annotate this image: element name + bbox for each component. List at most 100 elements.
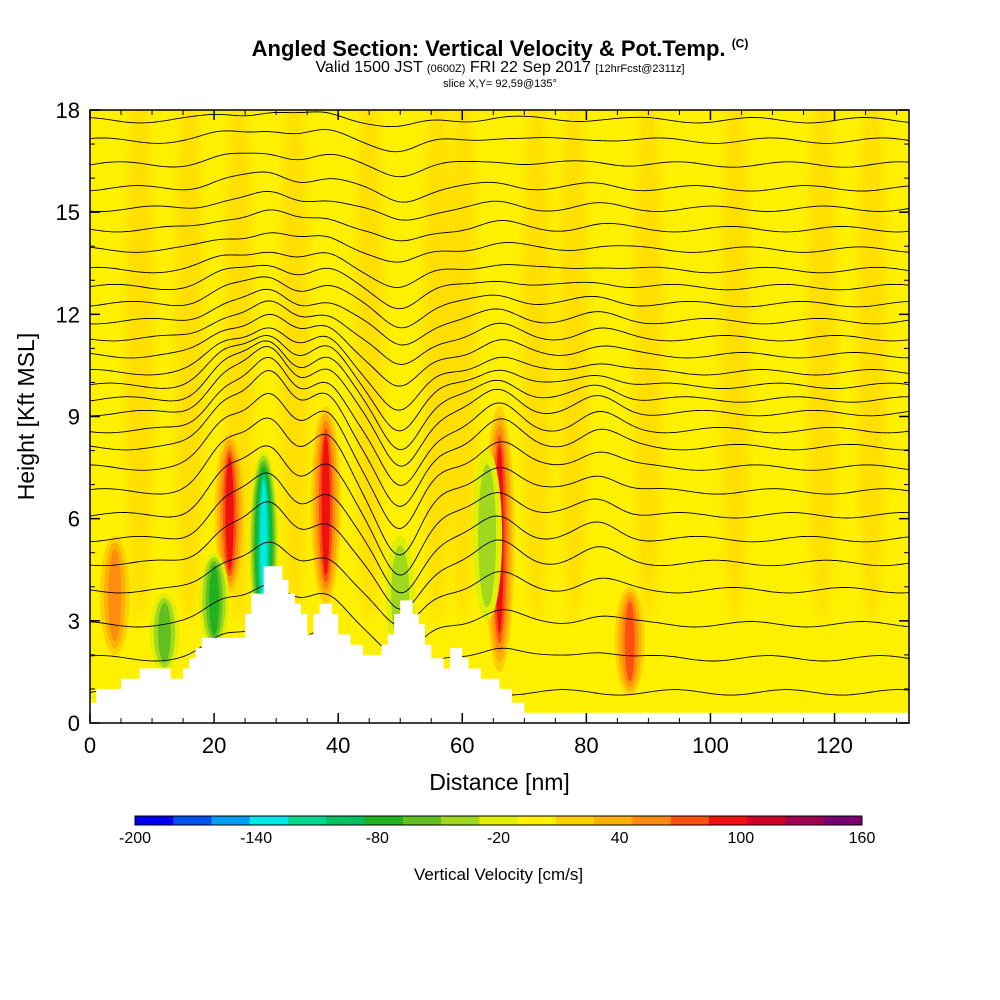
updraft-cell-level	[321, 435, 330, 576]
isentrope-line	[90, 251, 909, 288]
colorbar-tick-label: 40	[611, 830, 629, 847]
isentrope-line	[90, 340, 909, 451]
downdraft-cell-level	[478, 464, 497, 608]
updraft-cell-level	[624, 601, 635, 682]
colorbar-tick-label: 160	[849, 830, 876, 847]
colorbar-swatch	[135, 816, 174, 825]
downdraft-cell-level	[158, 602, 171, 663]
y-tick-label: 3	[68, 609, 80, 634]
x-tick-label: 40	[326, 733, 350, 758]
colorbar-swatch	[211, 816, 251, 825]
x-tick-label: 0	[84, 733, 96, 758]
isentrope-line	[90, 129, 909, 153]
isentrope-line	[90, 356, 909, 486]
colorbar-swatch	[326, 816, 366, 825]
y-tick-label: 12	[56, 302, 80, 327]
isentrope-line	[90, 584, 909, 657]
colorbar-label: Vertical Velocity [cm/s]	[414, 865, 583, 884]
colorbar-swatch	[441, 816, 480, 825]
isentrope-line	[90, 300, 909, 365]
isentrope-line	[90, 472, 909, 594]
colorbar-swatch	[402, 816, 442, 825]
field-band	[125, 110, 154, 625]
colorbar-swatch	[249, 816, 289, 825]
downdraft-cell	[472, 450, 503, 621]
y-tick-label: 0	[68, 711, 80, 736]
field-band	[448, 110, 477, 625]
slice-info: slice X,Y= 92,59@135°	[443, 78, 557, 90]
x-tick-label: 80	[574, 733, 598, 758]
field-band	[857, 110, 886, 625]
downdraft-cell-level	[209, 565, 220, 636]
isentrope-line	[90, 264, 909, 310]
colorbar-tick-label: 100	[727, 830, 754, 847]
colorbar-swatch	[670, 816, 710, 825]
isentrope-line	[90, 334, 909, 432]
colorbar-tick-label: -140	[240, 830, 272, 847]
colorbar-swatch	[747, 816, 786, 825]
colorbar-swatch	[823, 816, 863, 825]
colorbar: -200 -140 -80 -20 40 100 160 Vertical Velocity …	[119, 815, 876, 884]
isentrope-line	[90, 111, 909, 128]
colorbar-swatch	[594, 816, 633, 825]
updraft-cell	[99, 535, 130, 655]
isentrope-line	[90, 209, 909, 242]
updraft-cell	[310, 406, 341, 604]
y-tick-label: 9	[68, 405, 80, 430]
updraft-cell-level	[225, 456, 234, 571]
colorbar-tick-label: -80	[366, 830, 389, 847]
valid-time: Valid 1500 JST (0600Z) FRI 22 Sep 2017 […	[315, 59, 685, 76]
isentrope-line	[90, 541, 909, 627]
isentrope-line	[90, 393, 909, 529]
downdraft-cell	[149, 593, 180, 672]
colorbar-swatch	[517, 816, 557, 825]
isentrope-line	[90, 370, 909, 507]
colorbar-swatch	[555, 816, 595, 825]
x-tick-label: 120	[816, 733, 853, 758]
isentrope-line	[90, 327, 909, 411]
plot-area	[90, 110, 909, 723]
colorbar-swatch	[288, 816, 327, 825]
y-tick-label: 18	[56, 98, 80, 123]
y-tick-label: 6	[68, 507, 80, 532]
isentrope-line	[90, 501, 909, 610]
colorbar-frame	[134, 815, 863, 826]
terrain	[90, 566, 909, 723]
isentrope-line	[90, 345, 909, 467]
field-band	[808, 110, 837, 625]
colorbar-swatch	[479, 816, 519, 825]
axes: 0 20 40 60 80 100 120 0 3 6 9 12 15 18 Distance [nm] He…	[13, 98, 910, 795]
colorbar-swatch	[708, 816, 748, 825]
updraft-cell	[614, 586, 645, 696]
field-band	[175, 110, 204, 625]
colorbar-tick-label: -200	[119, 830, 151, 847]
isentrope-line	[90, 417, 909, 556]
field-band	[423, 110, 452, 625]
isentrope-line	[90, 625, 909, 689]
updraft-cell	[214, 433, 245, 594]
field-band	[280, 110, 309, 625]
colorbar-swatch	[785, 816, 825, 825]
isentrope-line	[90, 152, 909, 178]
isentrope-line	[90, 445, 909, 576]
field-band	[634, 110, 663, 625]
x-tick-label: 20	[202, 733, 226, 758]
colorbar-swatch	[364, 816, 404, 825]
isentrope-line	[90, 313, 909, 387]
x-tick-label: 60	[450, 733, 474, 758]
isentrope-line	[90, 190, 909, 221]
x-axis-label: Distance [nm]	[429, 769, 570, 795]
field-band	[559, 110, 588, 625]
x-tick-label: 100	[692, 733, 729, 758]
isentrope-line	[90, 288, 909, 346]
colorbar-swatch	[173, 816, 213, 825]
colorbar-swatch	[632, 816, 672, 825]
y-tick-label: 15	[56, 200, 80, 225]
downdraft-cell	[199, 552, 230, 649]
isentrope-line	[90, 276, 909, 329]
y-axis-label: Height [Kft MSL]	[13, 333, 39, 500]
chart-title: Angled Section: Vertical Velocity & Pot.…	[251, 36, 749, 61]
updraft-cell-level	[108, 549, 122, 642]
isentrope-line	[90, 232, 909, 263]
